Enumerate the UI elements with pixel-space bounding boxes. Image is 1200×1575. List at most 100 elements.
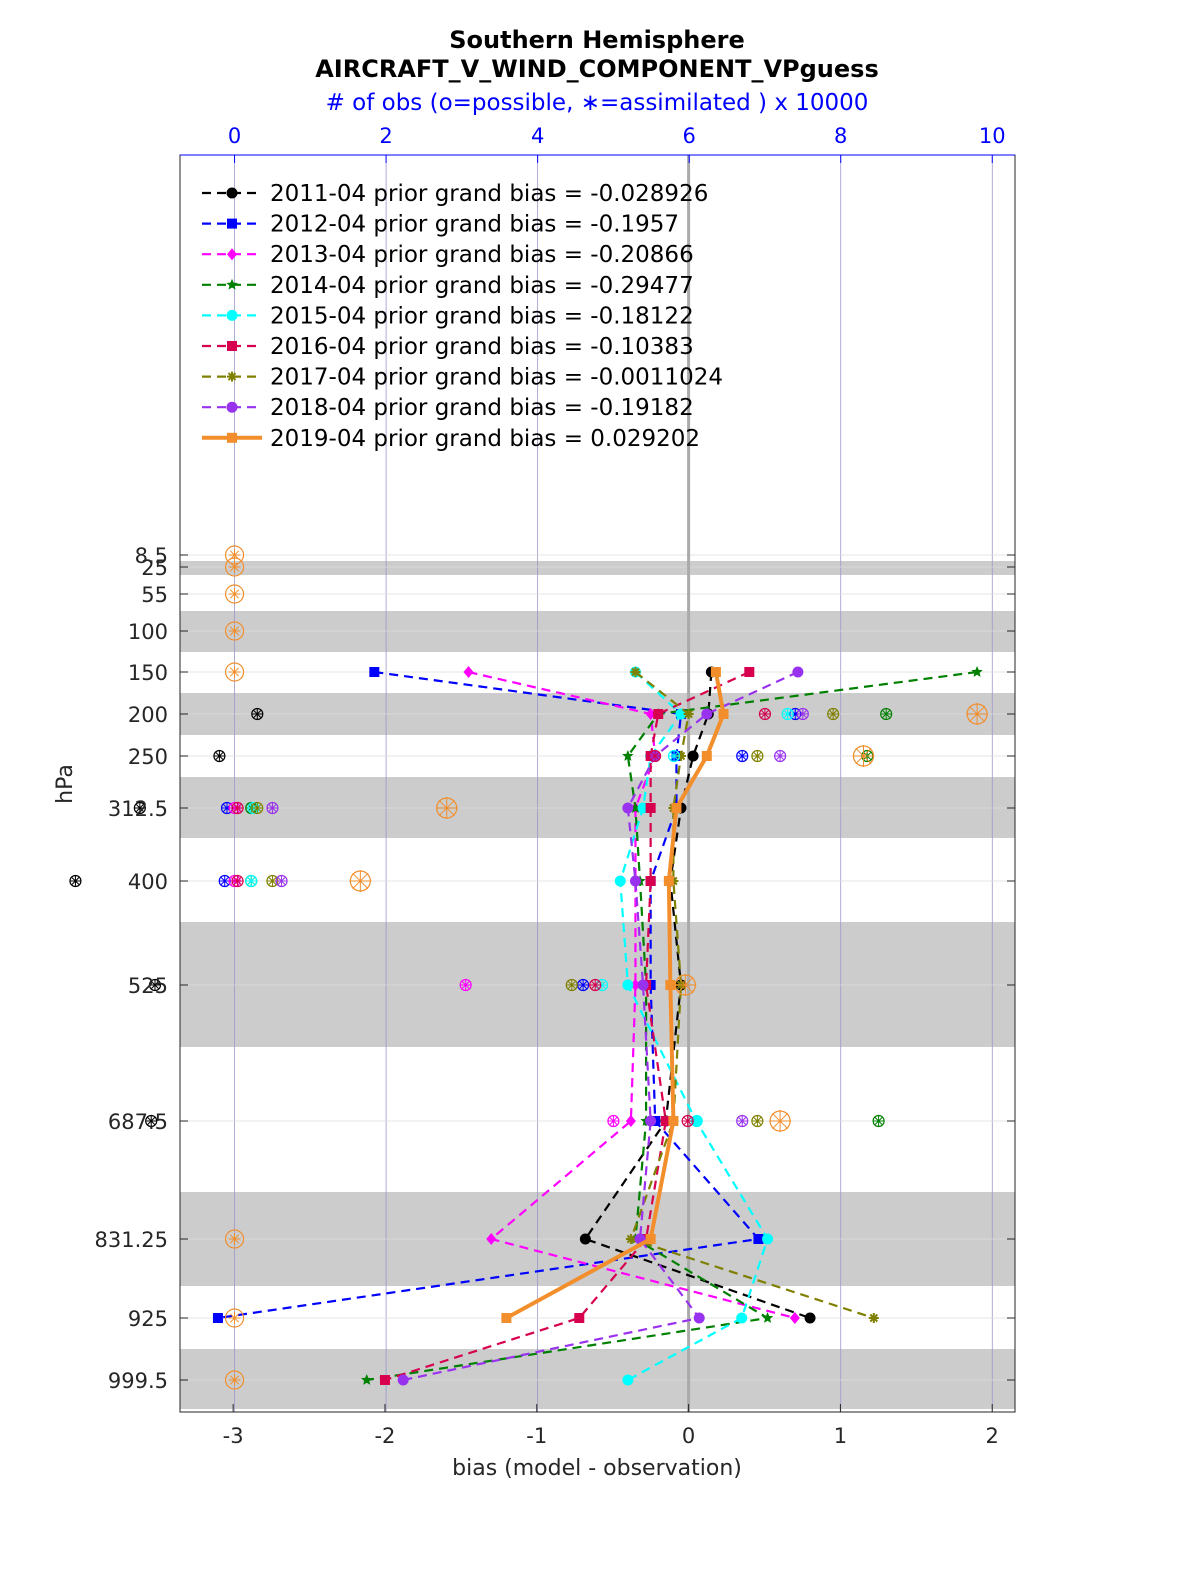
top-tick-label: 0 bbox=[228, 124, 241, 148]
obs-possible-marker bbox=[736, 1114, 749, 1128]
obs-assimilated-marker bbox=[146, 1116, 157, 1126]
legend-entry: 2016-04 prior grand bias = -0.10383 bbox=[270, 334, 694, 360]
x-axis-label: bias (model - observation) bbox=[452, 1456, 742, 1481]
obs-possible-marker bbox=[796, 707, 809, 721]
data-point bbox=[687, 750, 699, 762]
obs-assimilated-marker bbox=[246, 876, 257, 886]
series-line bbox=[468, 670, 796, 1320]
obs-assimilated-marker bbox=[578, 980, 589, 990]
legend-marker bbox=[226, 309, 238, 321]
obs-possible-marker bbox=[607, 1114, 620, 1128]
data-point bbox=[792, 666, 804, 678]
data-point bbox=[630, 667, 641, 677]
obs-possible-marker bbox=[751, 749, 764, 763]
obs-assimilated-marker bbox=[252, 709, 263, 719]
obs-possible-marker bbox=[251, 801, 264, 815]
shaded-band bbox=[180, 1349, 1015, 1409]
obs-assimilated-marker bbox=[134, 803, 145, 813]
obs-possible-marker bbox=[774, 749, 787, 763]
y-tick-label: 250 bbox=[128, 745, 168, 769]
obs-possible-marker bbox=[251, 707, 264, 721]
data-point bbox=[622, 750, 634, 761]
data-point bbox=[693, 1312, 705, 1324]
obs-assimilated-marker bbox=[797, 709, 808, 719]
data-point bbox=[645, 876, 656, 886]
data-point bbox=[637, 979, 649, 991]
obs-possible-marker bbox=[758, 707, 772, 721]
obs-assimilated-marker bbox=[782, 709, 793, 719]
top-tick-label: 8 bbox=[834, 124, 847, 148]
x-tick-label: -3 bbox=[223, 1424, 244, 1448]
y-axis-label: hPa bbox=[53, 764, 78, 804]
obs-possible-marker bbox=[213, 749, 226, 763]
y-tick-label: 25 bbox=[141, 556, 168, 580]
chart-title-line2: AIRCRAFT_V_WIND_COMPONENT_VPguess bbox=[315, 55, 879, 83]
legend-entry: 2013-04 prior grand bias = -0.20866 bbox=[270, 242, 694, 268]
data-point bbox=[614, 875, 626, 887]
data-point bbox=[676, 751, 686, 761]
obs-assimilated-marker bbox=[460, 980, 471, 990]
data-point bbox=[744, 667, 755, 677]
data-point bbox=[868, 1313, 879, 1323]
obs-assimilated-marker bbox=[228, 549, 241, 561]
series-line bbox=[402, 671, 799, 1382]
data-point bbox=[501, 1313, 512, 1323]
y-tick-label: 55 bbox=[141, 583, 168, 607]
obs-possible-marker bbox=[781, 707, 794, 721]
legend-entry: 2015-04 prior grand bias = -0.18122 bbox=[270, 303, 694, 329]
data-point bbox=[665, 980, 676, 990]
data-point bbox=[622, 979, 634, 991]
obs-possible-marker bbox=[751, 1114, 764, 1128]
data-point bbox=[629, 875, 641, 887]
obs-assimilated-marker bbox=[214, 751, 225, 761]
obs-assimilated-marker bbox=[669, 751, 680, 761]
x-tick-label: -1 bbox=[526, 1424, 547, 1448]
obs-assimilated-marker bbox=[828, 709, 839, 719]
obs-assimilated-marker bbox=[737, 751, 748, 761]
obs-possible-marker bbox=[224, 1229, 245, 1249]
chart-title-line1: Southern Hemisphere bbox=[449, 26, 745, 54]
obs-assimilated-marker bbox=[276, 876, 287, 886]
obs-assimilated-marker bbox=[873, 1116, 884, 1126]
obs-assimilated-marker bbox=[674, 974, 697, 996]
y-tick-label: 925 bbox=[128, 1307, 168, 1331]
top-tick-label: 10 bbox=[979, 124, 1006, 148]
data-point bbox=[701, 751, 712, 761]
obs-assimilated-marker bbox=[752, 751, 763, 761]
obs-assimilated-marker bbox=[590, 980, 601, 990]
data-point bbox=[671, 803, 682, 813]
data-point bbox=[645, 1115, 657, 1127]
data-point bbox=[971, 666, 983, 677]
obs-assimilated-marker bbox=[232, 803, 243, 813]
obs-possible-marker bbox=[648, 749, 662, 763]
obs-possible-marker bbox=[245, 874, 258, 888]
data-point bbox=[212, 1313, 223, 1323]
obs-assimilated-marker bbox=[759, 709, 770, 719]
obs-assimilated-marker bbox=[221, 803, 232, 813]
x-tick-label: 1 bbox=[834, 1424, 847, 1448]
obs-assimilated-marker bbox=[881, 709, 892, 719]
data-point bbox=[645, 803, 656, 813]
obs-possible-marker bbox=[69, 874, 82, 888]
obs-possible-marker bbox=[231, 801, 244, 815]
obs-assimilated-marker bbox=[228, 588, 241, 600]
obs-possible-marker bbox=[589, 978, 602, 992]
data-point bbox=[622, 1374, 634, 1386]
obs-assimilated-marker bbox=[566, 980, 577, 990]
obs-possible-marker bbox=[148, 978, 162, 992]
x-tick-label: 0 bbox=[682, 1424, 695, 1448]
obs-assimilated-marker bbox=[650, 751, 661, 761]
x-tick-label: 2 bbox=[986, 1424, 999, 1448]
data-point bbox=[653, 709, 664, 719]
obs-assimilated-marker bbox=[769, 1110, 792, 1132]
obs-assimilated-marker bbox=[966, 703, 989, 725]
series-line bbox=[629, 671, 875, 1320]
obs-assimilated-marker bbox=[228, 1312, 241, 1324]
obs-assimilated-marker bbox=[597, 980, 608, 990]
legend-entry: 2012-04 prior grand bias = -0.1957 bbox=[270, 212, 679, 238]
data-point bbox=[668, 1116, 679, 1126]
legend-entry: 2019-04 prior grand bias = 0.029202 bbox=[270, 426, 700, 452]
obs-possible-marker bbox=[224, 584, 245, 604]
obs-possible-marker bbox=[880, 707, 893, 721]
data-point bbox=[718, 709, 729, 719]
